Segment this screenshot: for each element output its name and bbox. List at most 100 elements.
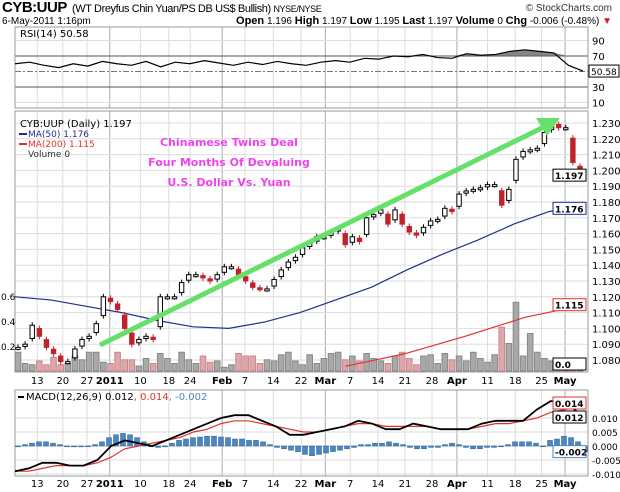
date-tick-label: 10 (134, 479, 147, 490)
volume-bar (235, 353, 242, 372)
date-tick-label: 18 (509, 376, 522, 387)
macd-histogram-bar (358, 444, 364, 447)
volume-bar (263, 359, 271, 372)
macd-histogram-bar (477, 445, 483, 450)
macd-histogram-bar (176, 440, 182, 447)
macd-histogram-bar (561, 435, 567, 447)
date-tick-label: 14 (372, 376, 385, 387)
macd-histogram-bar (36, 441, 42, 447)
macd-histogram-bar (190, 437, 196, 447)
macd-histogram-bar (71, 445, 77, 448)
macd-histogram-bar (386, 441, 392, 447)
symbol-description: (WT Dreyfus Chin Yuan/PS DB US$ Bullish)… (72, 3, 322, 15)
price-candle (499, 190, 505, 206)
ma50-last-label: 1.176 (555, 205, 583, 215)
price-tick-label: 1.140 (592, 261, 620, 272)
panel-frame (14, 389, 589, 477)
price-tick-label: 1.100 (592, 324, 620, 335)
price-tick-label: 1.180 (592, 198, 620, 209)
panel-frame (14, 110, 589, 373)
macd-line (14, 400, 579, 473)
date-tick-label: 18 (509, 479, 522, 490)
price-candle (72, 348, 78, 359)
volume-bar (541, 358, 548, 372)
price-candle (214, 274, 220, 280)
price-legend: CYB:UUP (Daily) 1.197 (20, 119, 132, 130)
low-value: 1.195 (374, 16, 400, 27)
price-tick-label: 1.230 (592, 119, 620, 130)
rsi-line (14, 49, 584, 72)
volume-tick-label: 0.6 (1, 293, 16, 303)
macd-histogram-bar (309, 445, 315, 457)
exchange: NYSE/NYSE (273, 4, 322, 14)
volume-bar (213, 360, 221, 372)
price-tick-label: 1.130 (592, 277, 620, 288)
volume-bar (192, 363, 200, 372)
macd-histogram-bar (260, 441, 266, 447)
price-candle (513, 158, 519, 181)
price-candle (477, 187, 484, 191)
macd-legend: MACD(12,26,9) 0.012, 0.014, -0.002 (26, 392, 207, 403)
price-candle (100, 296, 107, 317)
macd-histogram-bar (526, 441, 532, 447)
price-candle (200, 275, 206, 279)
volume-bar (100, 361, 107, 372)
macd-hist-last-label: -0.002 (555, 449, 587, 459)
chg-label: Chg (505, 15, 528, 27)
volume-bar (299, 364, 306, 372)
volume-bar (14, 351, 22, 372)
volume-bar (114, 351, 121, 372)
price-candle (36, 328, 43, 337)
rsi-last-label: 50.58 (591, 68, 617, 78)
volume-bar (413, 364, 420, 372)
macd-histogram-bar (99, 441, 105, 447)
macd-histogram-bar (106, 437, 112, 447)
price-candle (79, 338, 85, 347)
price-candle (122, 314, 128, 329)
macd-tick-label: -0.010 (592, 471, 620, 481)
macd-histogram-bar (183, 438, 189, 447)
date-tick-label: 7 (347, 376, 353, 387)
macd-histogram-bar (288, 445, 294, 451)
macd-histogram-bar (393, 442, 399, 447)
price-candle (86, 335, 92, 340)
volume-bar (206, 361, 214, 372)
price-candle (555, 123, 562, 129)
price-candle (385, 213, 391, 225)
last-price-label: 1.197 (555, 172, 583, 182)
price-candle (50, 348, 57, 355)
price-candle (484, 184, 491, 188)
price-tick-label: 1.080 (592, 356, 620, 367)
volume-bar (43, 364, 50, 372)
price-candle (292, 256, 299, 262)
brand-logo[interactable]: © StockCharts.com (525, 3, 612, 14)
volume-last-label-box (552, 357, 587, 371)
macd-histogram-bar (295, 445, 301, 452)
volume-bar (491, 354, 498, 372)
volume-bar (121, 359, 129, 372)
volume-bar (28, 364, 36, 372)
volume-bar (135, 365, 143, 372)
price-candle (406, 225, 412, 233)
date-tick-label: 22 (295, 376, 308, 387)
macd-tick-label: -0.005 (592, 457, 620, 467)
price-candle (285, 261, 292, 269)
volume-bar (477, 358, 484, 372)
macd-histogram-bar (253, 440, 259, 447)
axis-labels: RSI(14) 50.58 90 70 30 10 50.58 0.6 0.4 0.2 China… (1, 29, 620, 490)
high-value: 1.197 (321, 16, 348, 27)
macd-tick-label: 0.010 (592, 415, 618, 425)
date-tick-label: May (554, 376, 577, 387)
volume-label: Volume (455, 15, 495, 27)
price-candle (534, 147, 541, 151)
price-candle (171, 296, 178, 300)
price-tick-label: 1.090 (592, 340, 620, 351)
date-tick-label: Apr (447, 479, 467, 490)
volume-bar (228, 364, 235, 372)
macd-histogram-bar (400, 444, 406, 447)
date-tick-label: May (554, 479, 577, 490)
volume-value: 0 (497, 16, 503, 27)
price-candle (470, 188, 476, 192)
macd-histogram-bar (274, 445, 280, 448)
ma50-last-label-box (552, 201, 587, 215)
